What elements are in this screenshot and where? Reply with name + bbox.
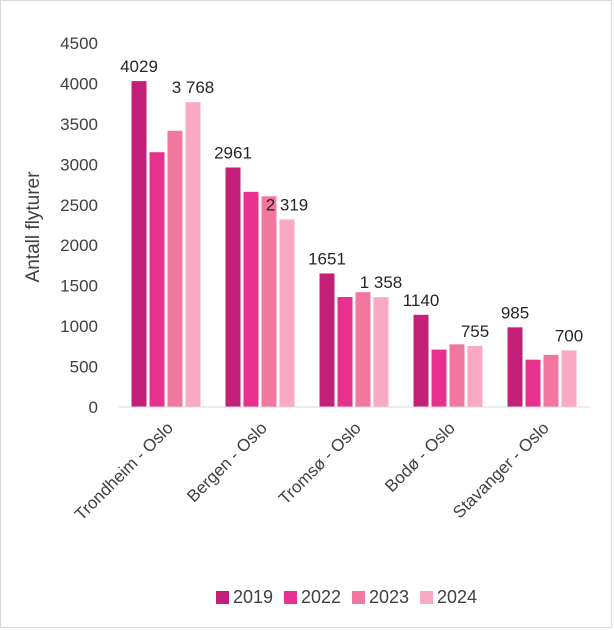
y-tick-label: 3500 <box>60 115 98 134</box>
y-tick-label: 2500 <box>60 196 98 215</box>
bar-2022-0 <box>149 152 165 407</box>
y-tick-label: 0 <box>89 398 98 417</box>
category-label: Bergen - Oslo <box>183 418 271 506</box>
y-tick-label: 4500 <box>60 34 98 53</box>
bar-2023-1 <box>261 196 277 407</box>
data-label: 1 358 <box>360 273 403 292</box>
y-tick-label: 3000 <box>60 155 98 174</box>
data-label: 2 319 <box>266 195 309 214</box>
bar-2022-4 <box>525 359 541 407</box>
y-tick-label: 1500 <box>60 277 98 296</box>
legend-swatch <box>420 591 433 604</box>
y-axis-title: Antall flyturer <box>23 171 44 283</box>
legend-label: 2019 <box>233 587 273 607</box>
bar-2022-2 <box>337 296 353 407</box>
y-tick-labels: 0 500 1000 1500 2000 2500 3000 3500 4000 4500 <box>60 34 98 417</box>
bar-2023-3 <box>449 344 465 407</box>
bar-2019-1 <box>225 167 241 407</box>
legend-label: 2023 <box>369 587 409 607</box>
bar-2024-3 <box>467 345 483 407</box>
category-label: Trondheim - Oslo <box>71 418 177 524</box>
y-tick-label: 4000 <box>60 74 98 93</box>
bar-2024-2 <box>373 297 389 407</box>
data-label: 1651 <box>308 249 346 268</box>
data-label: 1140 <box>403 291 440 310</box>
bar-2024-1 <box>279 219 295 407</box>
data-label: 4029 <box>120 57 158 76</box>
bar-2023-4 <box>543 354 559 407</box>
bar-2023-0 <box>167 130 183 407</box>
bar-2019-3 <box>413 314 429 407</box>
bar-2022-1 <box>243 191 259 407</box>
bar-2023-2 <box>355 292 371 407</box>
y-tick-label: 2000 <box>60 236 98 255</box>
category-label: Tromsø - Oslo <box>275 418 365 508</box>
bars <box>131 81 577 407</box>
category-label: Bodø - Oslo <box>381 418 459 496</box>
bar-2024-4 <box>561 350 577 407</box>
bar-2024-0 <box>185 102 201 407</box>
legend-label: 2022 <box>301 587 341 607</box>
data-label: 700 <box>555 326 583 345</box>
bar-2022-3 <box>431 349 447 407</box>
data-label: 3 768 <box>172 78 215 97</box>
legend: 2019 2022 2023 2024 <box>216 587 477 607</box>
data-label: 755 <box>461 322 489 341</box>
bar-2019-2 <box>319 273 335 407</box>
legend-swatch <box>216 591 229 604</box>
category-labels: Trondheim - Oslo Bergen - Oslo Tromsø - Os… <box>71 418 553 524</box>
bar-2019-0 <box>131 81 147 407</box>
legend-swatch <box>284 591 297 604</box>
legend-swatch <box>352 591 365 604</box>
category-label: Stavanger - Oslo <box>449 418 553 522</box>
data-label: 985 <box>501 303 529 322</box>
y-tick-label: 500 <box>70 358 98 377</box>
bar-2019-4 <box>507 327 523 407</box>
legend-label: 2024 <box>437 587 477 607</box>
data-label: 2961 <box>214 143 252 162</box>
y-tick-label: 1000 <box>60 317 98 336</box>
